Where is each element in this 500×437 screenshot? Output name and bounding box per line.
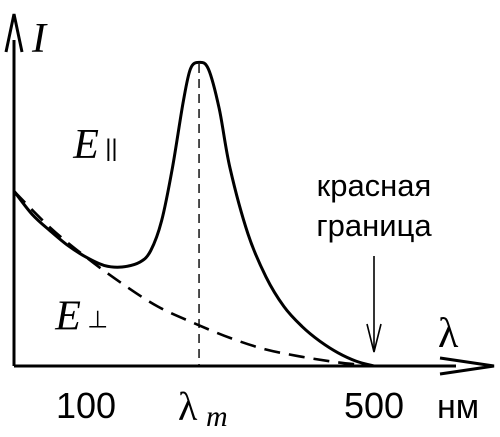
x-tick-label-500: 500	[344, 385, 404, 426]
x-axis-label: λ	[438, 311, 459, 357]
x-unit-label: нм	[437, 388, 479, 426]
annotations-layer	[198, 64, 382, 366]
red-limit-label-line-2: граница	[316, 208, 432, 243]
series-line-perpendicular	[13, 190, 375, 368]
series-line-parallel	[12, 60, 375, 368]
y-axis-arrow	[4, 13, 24, 53]
red-limit-label-line-1: красная	[317, 168, 432, 203]
x-tick-label-100: 100	[56, 385, 116, 426]
axes-layer	[4, 13, 495, 376]
peak-marker-label: λ	[178, 384, 198, 429]
series-label-parallel: E	[72, 122, 99, 168]
series-label-perpendicular: E	[54, 294, 81, 340]
peak-marker-sub: m	[206, 400, 228, 433]
curves-layer	[12, 60, 375, 368]
x-axis-arrow	[439, 356, 495, 376]
series-label-sub-perpendicular: ⊥	[87, 307, 108, 334]
series-label-sub-parallel: ||	[105, 135, 117, 162]
y-axis-label: I	[31, 16, 48, 62]
red-limit-pointer-head	[366, 323, 382, 353]
